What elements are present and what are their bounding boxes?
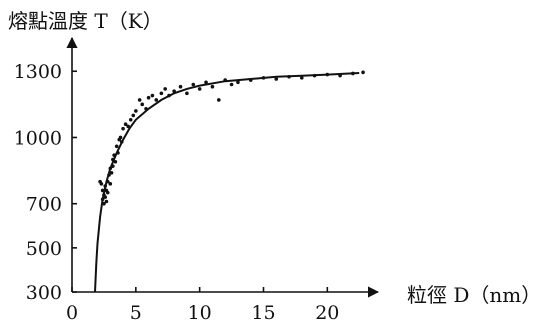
data-point <box>274 77 279 81</box>
x-tick-label: 15 <box>251 302 275 324</box>
data-point <box>107 173 111 177</box>
data-point <box>140 102 145 107</box>
data-point <box>236 80 240 85</box>
data-point <box>114 144 119 149</box>
data-point <box>146 95 151 100</box>
data-point <box>100 197 105 202</box>
data-point <box>204 80 208 85</box>
data-point <box>154 98 159 102</box>
y-tick-label: 300 <box>26 282 62 304</box>
data-point <box>119 140 124 144</box>
data-point <box>167 93 171 98</box>
y-tick-label: 500 <box>26 238 62 260</box>
data-point <box>197 87 202 91</box>
data-point <box>126 124 130 129</box>
data-point <box>325 72 330 77</box>
data-point <box>178 84 183 89</box>
data-point <box>118 135 123 140</box>
data-point <box>299 76 304 80</box>
data-points <box>98 70 365 206</box>
data-point <box>111 164 115 168</box>
data-point <box>338 73 342 78</box>
data-point <box>131 113 136 118</box>
data-point <box>248 78 253 82</box>
y-tick-label: 1000 <box>14 127 62 149</box>
data-point <box>163 87 167 91</box>
data-point <box>99 182 104 186</box>
data-point <box>361 70 365 75</box>
data-point <box>351 71 355 76</box>
data-point <box>113 159 118 164</box>
data-point <box>104 199 109 204</box>
data-point <box>261 76 266 80</box>
data-point <box>112 153 116 157</box>
x-tick-label: 20 <box>315 302 339 324</box>
data-point <box>121 126 125 131</box>
data-point <box>123 122 128 127</box>
data-point <box>287 74 291 79</box>
data-point <box>103 195 107 199</box>
data-point <box>109 170 114 175</box>
y-axis-label: 熔點溫度 T（K） <box>8 9 163 33</box>
x-axis-label: 粒徑 D（nm） <box>407 283 541 307</box>
data-point <box>229 82 234 87</box>
data-point <box>105 179 110 184</box>
data-point <box>116 151 120 155</box>
data-point <box>150 93 155 98</box>
y-tick-label: 700 <box>26 194 62 216</box>
data-point <box>134 109 138 113</box>
data-point <box>172 89 176 93</box>
data-point <box>191 82 196 87</box>
data-point <box>217 98 221 102</box>
data-point <box>111 157 115 162</box>
data-point <box>105 190 110 195</box>
y-tick-label: 1300 <box>14 61 62 83</box>
data-point <box>312 73 317 78</box>
data-point <box>128 118 133 122</box>
x-tick-label: 5 <box>130 302 142 324</box>
fit-curve <box>94 72 360 293</box>
tick-group: 0 5 10 15 20 300 500 700 1000 1300 <box>14 61 340 324</box>
x-tick-label: 0 <box>66 302 78 324</box>
data-point <box>100 188 105 193</box>
data-point <box>159 91 164 96</box>
data-point <box>102 201 106 206</box>
data-point <box>137 98 142 102</box>
data-point <box>185 91 189 96</box>
data-point <box>103 184 107 188</box>
data-point <box>108 166 113 171</box>
data-point <box>210 84 215 89</box>
data-point <box>223 78 227 82</box>
data-point <box>144 106 148 111</box>
x-tick-label: 10 <box>188 302 212 324</box>
data-point <box>108 182 113 186</box>
